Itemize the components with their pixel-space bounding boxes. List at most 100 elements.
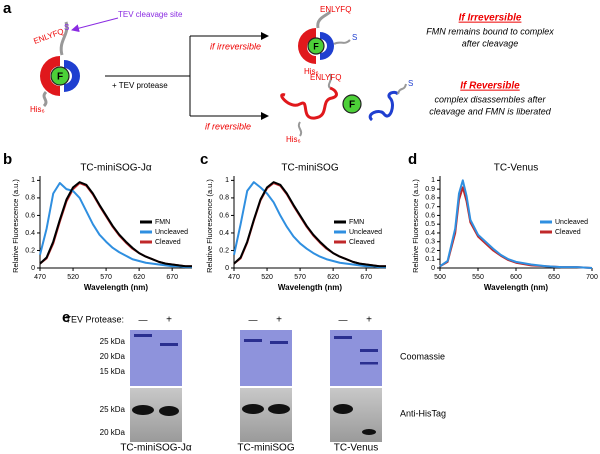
- sequence-end: S: [352, 33, 357, 42]
- y-axis-label: Relative Fluorescence (a.u.): [11, 179, 20, 273]
- protease: + TEV protease: [112, 81, 168, 90]
- schematic: F ENLYFQ S TEV cleavage site His₆ + TEV …: [30, 5, 554, 144]
- spectrum-line: [39, 182, 192, 269]
- panel-label: c: [200, 151, 208, 168]
- reversible-text: cleavage and FMN is liberated: [429, 106, 552, 116]
- y-tick-label: 0: [31, 265, 35, 272]
- x-tick-label: 470: [34, 274, 46, 281]
- chart-title: TC-miniSOG: [281, 163, 338, 174]
- legend-label: FMN: [349, 219, 364, 226]
- his-tag: His₆: [30, 105, 45, 114]
- y-tick-label: 0.2: [425, 247, 435, 254]
- x-tick-label: 620: [133, 274, 145, 281]
- stain-label: Anti-HisTag: [400, 408, 446, 418]
- x-tick-label: 570: [100, 274, 112, 281]
- x-tick-label: 670: [166, 274, 178, 281]
- sample-label: TC-Venus: [334, 443, 378, 454]
- sequence: ENLYFQ: [320, 5, 351, 14]
- sequence: ENLYFQ: [310, 73, 341, 82]
- x-tick-label: 620: [327, 274, 339, 281]
- y-axis-label: Relative Fluorescence (a.u.): [411, 179, 420, 273]
- flavin: F: [313, 41, 319, 51]
- sequence-end: S: [64, 23, 69, 32]
- lane-label: +: [166, 315, 172, 326]
- x-tick-label: 550: [472, 274, 484, 281]
- sequence: ENLYFQ: [32, 27, 65, 46]
- lane-label: —: [249, 314, 258, 324]
- y-tick-label: 0.4: [25, 230, 35, 237]
- legend-label: Cleaved: [555, 229, 581, 236]
- lane-label: —: [339, 314, 348, 324]
- spectrum-line: [233, 181, 386, 268]
- y-tick-label: 0.3: [425, 239, 435, 246]
- spectrum-line: [39, 181, 192, 268]
- marker-label: 25 kDa: [100, 337, 126, 346]
- y-tick-label: 0.2: [219, 247, 229, 254]
- marker-label: 20 kDa: [100, 428, 126, 437]
- y-tick-label: 1: [31, 177, 35, 184]
- lane-label: —: [139, 314, 148, 324]
- x-tick-label: 500: [434, 274, 446, 281]
- spectrum-line: [439, 186, 593, 269]
- y-tick-label: 0: [225, 265, 229, 272]
- y-tick-label: 0.9: [425, 186, 435, 193]
- legend-label: Uncleaved: [155, 229, 188, 236]
- lane-label: +: [276, 315, 282, 326]
- chart-title: TC-miniSOG-Jα: [80, 163, 152, 174]
- y-tick-label: 1: [431, 177, 435, 184]
- his-tag: His₆: [286, 135, 301, 144]
- y-tick-label: 0.8: [25, 195, 35, 202]
- panel-label: e: [62, 309, 70, 326]
- y-tick-label: 0.8: [425, 195, 435, 202]
- irreversible-text: FMN remains bound to complex: [426, 26, 554, 36]
- x-tick-label: 670: [360, 274, 372, 281]
- x-axis-label: Wavelength (nm): [84, 283, 148, 292]
- gels: TEV Protease: — + — + — + 25 kDa 20 kDa …: [65, 314, 446, 453]
- spectrum-line: [439, 179, 593, 269]
- panel-label: b: [3, 151, 12, 168]
- y-tick-label: 0.8: [219, 195, 229, 202]
- flavin: F: [349, 100, 355, 111]
- x-tick-label: 650: [548, 274, 560, 281]
- y-tick-label: 0.1: [425, 256, 435, 263]
- marker-label: 25 kDa: [100, 405, 126, 414]
- sample-label: TC-miniSOG: [237, 443, 294, 454]
- y-tick-label: 0.4: [219, 230, 229, 237]
- his-tag: His₆: [304, 67, 319, 76]
- legend-label: FMN: [155, 219, 170, 226]
- y-tick-label: 0.4: [425, 230, 435, 237]
- flavin: F: [57, 72, 63, 83]
- branch-irreversible: if irreversible: [210, 41, 261, 51]
- protease-label: TEV Protease:: [65, 314, 124, 324]
- y-tick-label: 0.5: [425, 221, 435, 228]
- stain-label: Coomassie: [400, 351, 445, 361]
- x-axis-label: Wavelength (nm): [484, 283, 548, 292]
- sample-label: TC-miniSOG-Jα: [120, 443, 192, 454]
- panel-label: a: [3, 0, 12, 17]
- sequence-end: S: [408, 79, 413, 88]
- chart-title: TC-Venus: [494, 163, 538, 174]
- legend-label: Cleaved: [155, 239, 181, 246]
- x-axis-label: Wavelength (nm): [278, 283, 342, 292]
- legend-label: Cleaved: [349, 239, 375, 246]
- spectrum-line: [233, 181, 386, 269]
- marker-label: 20 kDa: [100, 352, 126, 361]
- y-axis-label: Relative Fluorescence (a.u.): [205, 179, 214, 273]
- irreversible-text: after cleavage: [462, 38, 519, 48]
- y-tick-label: 0.7: [425, 204, 435, 211]
- reversible-text: complex disassembles after: [434, 94, 546, 104]
- x-tick-label: 520: [261, 274, 273, 281]
- irreversible-heading: If Irreversible: [459, 13, 522, 24]
- legend-label: Uncleaved: [349, 229, 382, 236]
- reversible-heading: If Reversible: [460, 81, 520, 92]
- y-tick-label: 0.6: [25, 212, 35, 219]
- y-tick-label: 0: [431, 265, 435, 272]
- y-tick-label: 0.2: [25, 247, 35, 254]
- x-tick-label: 600: [510, 274, 522, 281]
- x-tick-label: 520: [67, 274, 79, 281]
- x-tick-label: 700: [586, 274, 598, 281]
- y-tick-label: 0.6: [425, 212, 435, 219]
- legend-label: Uncleaved: [555, 219, 588, 226]
- x-tick-label: 470: [228, 274, 240, 281]
